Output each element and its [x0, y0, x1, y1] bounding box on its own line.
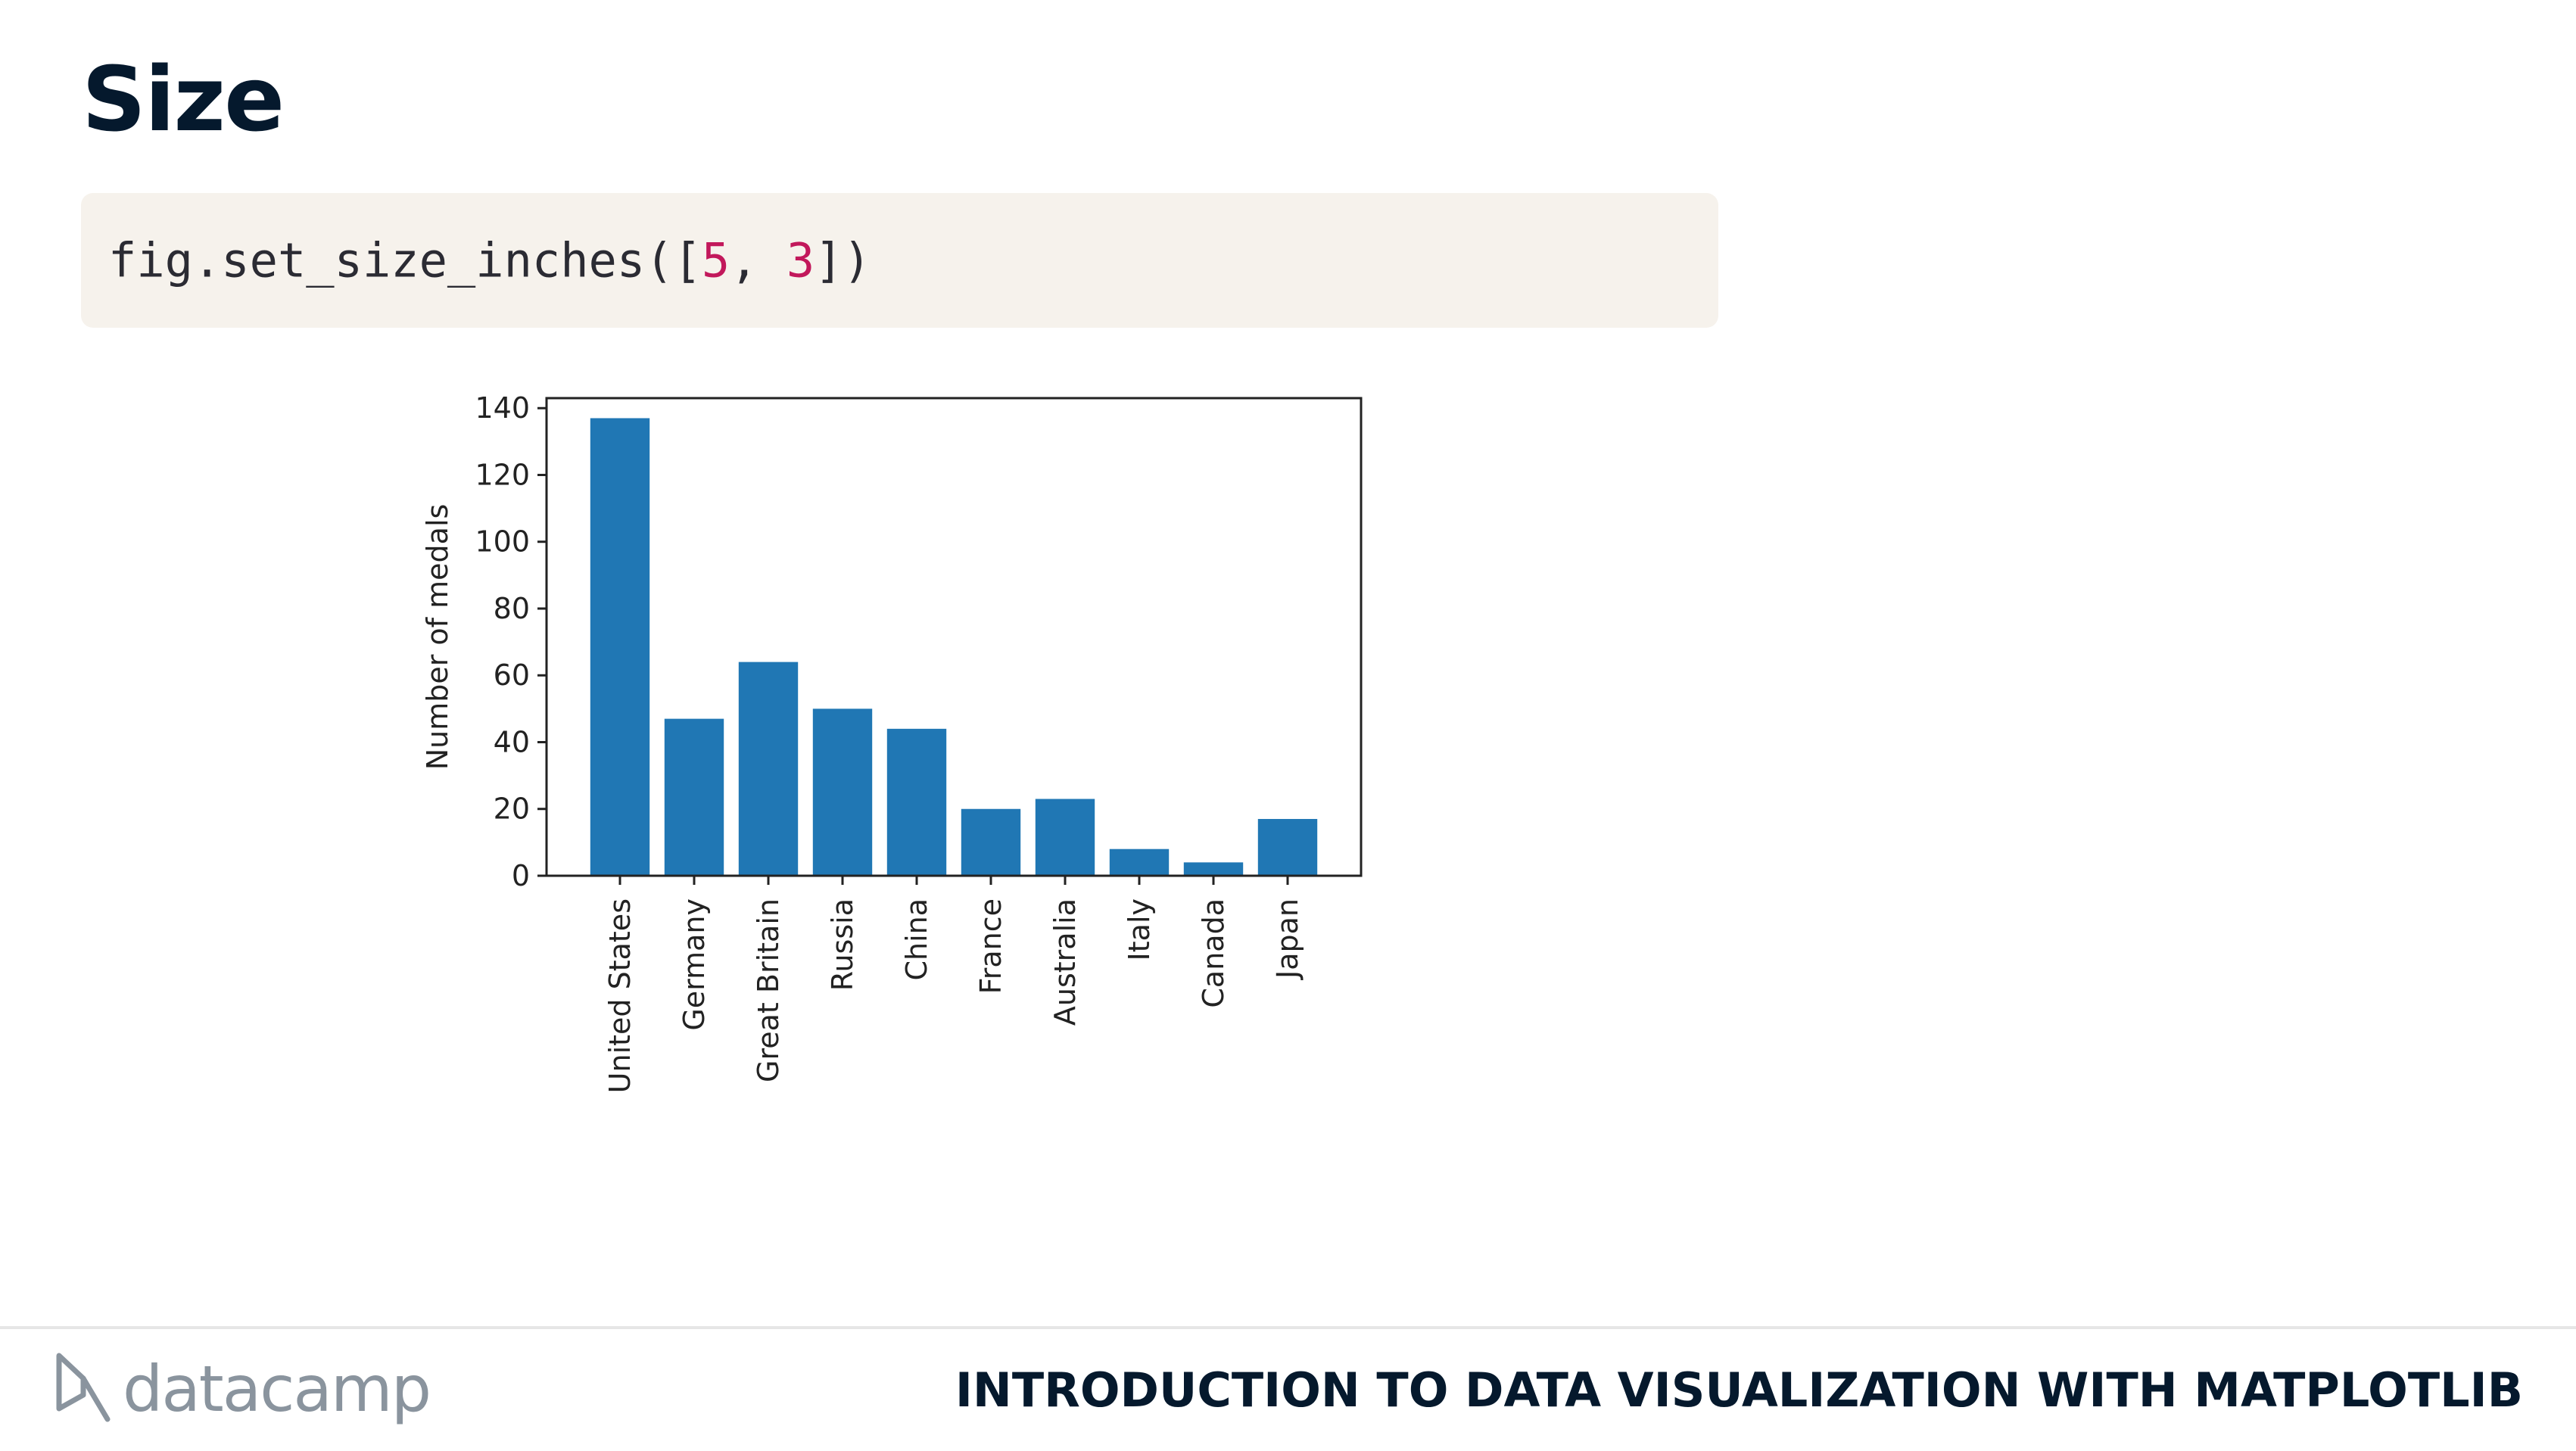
bar-italy — [1109, 848, 1170, 876]
bar-china — [886, 728, 947, 876]
bar-australia — [1035, 799, 1095, 876]
code-line: fig.set_size_inches([5, 3]) — [108, 233, 871, 288]
code-arg-width: 5 — [701, 232, 730, 288]
datacamp-logo: datacamp — [53, 1347, 431, 1431]
course-title: INTRODUCTION TO DATA VISUALIZATION WITH … — [955, 1362, 2523, 1418]
code-separator: , — [730, 232, 787, 288]
datacamp-logo-icon — [56, 1353, 111, 1422]
x-tick-label: Italy — [1123, 898, 1156, 961]
y-tick-label: 20 — [494, 792, 530, 826]
x-tick-label: Australia — [1048, 898, 1082, 1026]
bar-great-britain — [738, 662, 799, 876]
footer-divider — [0, 1326, 2576, 1329]
slide-title: Size — [82, 47, 285, 151]
x-tick-label: Great Britain — [752, 898, 785, 1082]
axes-frame — [545, 397, 1363, 877]
logo-text: datacamp — [123, 1352, 431, 1426]
y-tick-label: 80 — [494, 592, 530, 625]
bar-chart: 0 20 40 60 80 100 120 140 United States Germany G… — [421, 391, 1363, 1093]
code-suffix: ]) — [815, 232, 871, 288]
y-ticks: 0 20 40 60 80 100 120 140 — [475, 391, 547, 892]
bar-france — [961, 808, 1021, 876]
x-tick-label: China — [900, 898, 933, 981]
y-tick-label: 40 — [494, 725, 530, 758]
bar-germany — [664, 718, 724, 876]
code-arg-height: 3 — [786, 232, 815, 288]
bar-canada — [1183, 862, 1244, 876]
bar-japan — [1257, 818, 1318, 876]
y-tick-label: 60 — [494, 659, 530, 692]
code-block: fig.set_size_inches([5, 3]) — [81, 193, 1718, 328]
x-tick-label: Canada — [1197, 898, 1230, 1008]
x-ticks: United States Germany Great Britain Russia C… — [603, 876, 1304, 1093]
y-tick-label: 100 — [475, 525, 530, 559]
x-tick-label: Japan — [1271, 898, 1304, 980]
y-axis-label: Number of medals — [421, 504, 454, 771]
y-tick-label: 120 — [475, 458, 530, 491]
y-tick-label: 0 — [512, 859, 530, 892]
bar-russia — [812, 708, 873, 876]
x-tick-label: Germany — [677, 898, 711, 1031]
y-tick-label: 140 — [475, 391, 530, 425]
bars-layer — [590, 418, 1318, 876]
x-tick-label: France — [974, 898, 1008, 994]
x-tick-label: United States — [603, 898, 637, 1093]
bar-united-states — [590, 418, 650, 876]
code-prefix: fig.set_size_inches([ — [108, 232, 702, 288]
x-tick-label: Russia — [826, 898, 859, 991]
